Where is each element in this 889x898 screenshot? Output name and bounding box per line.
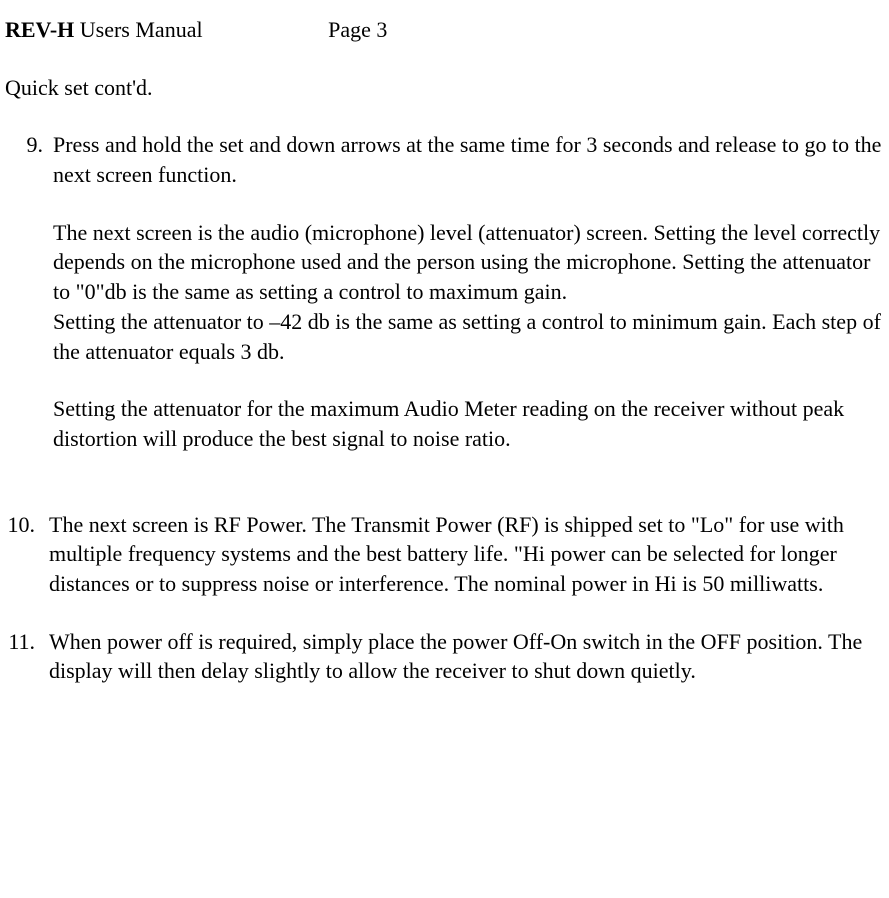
list-number: 10. xyxy=(5,510,35,599)
list-item-9: 9. Press and hold the set and down arrow… xyxy=(5,130,884,453)
list-number: 9. xyxy=(5,130,43,453)
paragraph: Press and hold the set and down arrows a… xyxy=(53,130,884,189)
list-number: 11. xyxy=(5,627,35,686)
paragraph: The next screen is RF Power. The Transmi… xyxy=(49,510,884,599)
list-content: Press and hold the set and down arrows a… xyxy=(43,130,884,453)
spacer xyxy=(5,482,884,510)
paragraph: The next screen is the audio (microphone… xyxy=(53,218,884,366)
paragraph: When power off is required, simply place… xyxy=(49,627,884,686)
doc-title-bold: REV-H xyxy=(5,17,74,42)
list-content: The next screen is RF Power. The Transmi… xyxy=(35,510,884,599)
page-header: REV-H Users Manual Page 3 xyxy=(5,15,884,45)
list-content: When power off is required, simply place… xyxy=(35,627,884,686)
list-item-11: 11. When power off is required, simply p… xyxy=(5,627,884,686)
list-item-10: 10. The next screen is RF Power. The Tra… xyxy=(5,510,884,599)
section-title: Quick set cont'd. xyxy=(5,73,884,103)
doc-title-rest: Users Manual xyxy=(74,17,202,42)
page-number: Page 3 xyxy=(328,15,387,45)
paragraph: Setting the attenuator for the maximum A… xyxy=(53,394,884,453)
